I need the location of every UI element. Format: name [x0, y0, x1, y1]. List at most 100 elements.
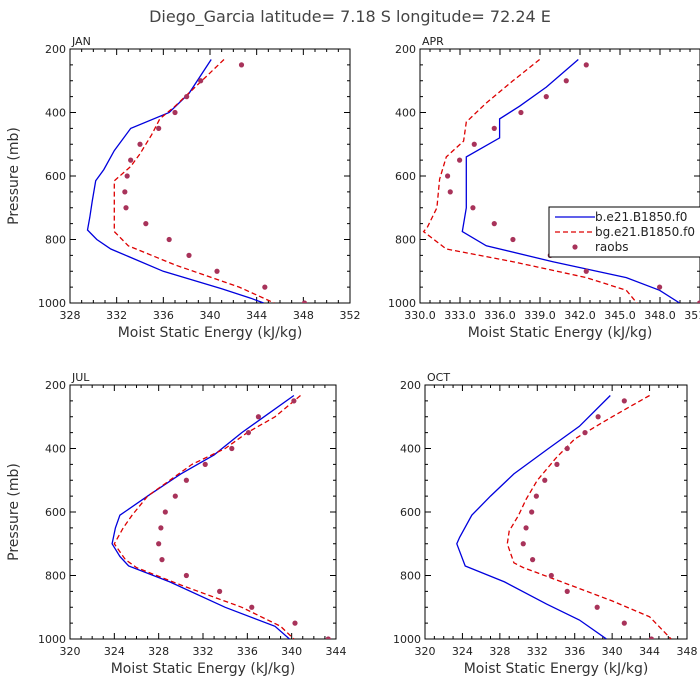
- raobs-point: [657, 284, 663, 290]
- x-tick-label: 328: [489, 645, 510, 658]
- raobs-point: [255, 414, 262, 420]
- panel-title: APR: [422, 35, 444, 48]
- raobs-point: [470, 205, 476, 211]
- plot-frame: [69, 48, 351, 304]
- x-axis-label: Moist Static Energy (kJ/kg): [464, 661, 649, 677]
- panel-title: JAN: [71, 35, 91, 48]
- raobs-point: [594, 604, 600, 610]
- x-tick-label: 348: [293, 309, 314, 322]
- raobs-point: [530, 557, 536, 563]
- raobs-point: [445, 173, 451, 179]
- raobs-point: [137, 141, 143, 147]
- raobs-point: [543, 94, 549, 100]
- y-tick-label: 800: [45, 570, 66, 583]
- x-axis-label: Moist Static Energy (kJ/kg): [118, 325, 303, 341]
- y-axis-label: Pressure (mb): [6, 463, 22, 561]
- legend-label: raobs: [595, 240, 629, 254]
- x-tick-label: 348.0: [644, 309, 676, 322]
- raobs-point: [123, 205, 129, 211]
- raobs-point: [563, 78, 569, 84]
- legend-marker-raobs: [572, 244, 578, 250]
- raobs-point: [529, 509, 535, 515]
- legend-label: b.e21.B1850.f0: [595, 210, 687, 224]
- x-axis-label: Moist Static Energy (kJ/kg): [468, 325, 653, 341]
- raobs-point: [172, 493, 178, 499]
- y-tick-label: 400: [395, 107, 416, 120]
- raobs-point: [162, 509, 168, 515]
- raobs-point: [128, 157, 134, 163]
- x-tick-label: 324: [452, 645, 473, 658]
- raobs-point: [186, 252, 192, 258]
- raobs-point: [548, 572, 554, 579]
- raobs-point: [262, 284, 268, 290]
- raobs-point: [143, 221, 149, 227]
- model-line-bg: [422, 58, 638, 303]
- x-tick-label: 336: [564, 645, 585, 658]
- raobs-point: [564, 588, 570, 594]
- x-tick-label: 336: [153, 309, 174, 322]
- y-tick-label: 200: [400, 379, 421, 392]
- model-line-bg: [506, 394, 672, 639]
- data-area: [456, 394, 672, 639]
- model-line-b: [111, 394, 295, 639]
- y-tick-label: 1000: [38, 633, 66, 646]
- y-tick-label: 1000: [393, 633, 421, 646]
- raobs-point: [183, 477, 189, 483]
- y-tick-label: 800: [45, 234, 66, 247]
- data-area: [111, 394, 331, 639]
- raobs-point: [447, 189, 453, 195]
- raobs-point: [583, 268, 589, 274]
- y-tick-label: 1000: [38, 297, 66, 310]
- y-tick-label: 800: [395, 234, 416, 247]
- plot-frame: [69, 384, 337, 640]
- raobs-point: [533, 493, 539, 499]
- raobs-point: [156, 541, 162, 547]
- model-line-b: [456, 395, 611, 639]
- x-tick-label: 340: [602, 645, 623, 658]
- raobs-point: [564, 445, 570, 452]
- raobs-point: [510, 236, 516, 243]
- raobs-point: [229, 445, 235, 452]
- y-axis-label: Pressure (mb): [6, 127, 22, 225]
- raobs-point: [491, 221, 497, 227]
- y-tick-label: 800: [400, 570, 421, 583]
- model-line-bg: [113, 59, 275, 303]
- x-tick-label: 344: [639, 645, 660, 658]
- x-tick-label: 344: [326, 645, 347, 658]
- raobs-point: [156, 125, 162, 131]
- x-tick-label: 320: [60, 645, 81, 658]
- x-tick-label: 333.0: [444, 309, 476, 322]
- raobs-point: [159, 557, 165, 563]
- raobs-point: [491, 125, 497, 131]
- x-tick-label: 332: [106, 309, 127, 322]
- raobs-point: [583, 62, 589, 68]
- y-tick-label: 600: [400, 506, 421, 519]
- raobs-point: [198, 78, 204, 84]
- raobs-point: [184, 94, 190, 100]
- raobs-point: [554, 461, 560, 467]
- raobs-point: [214, 268, 220, 274]
- model-line-bg: [113, 395, 301, 639]
- raobs-point: [595, 414, 601, 420]
- y-tick-label: 600: [45, 506, 66, 519]
- raobs-point: [183, 572, 189, 579]
- panels: JAN 328 332 336 340 344 348 352 200 400 600 800 1000…: [6, 35, 700, 677]
- raobs-point: [301, 300, 308, 303]
- raobs-point: [166, 236, 172, 243]
- y-tick-label: 1000: [388, 297, 416, 310]
- raobs-point: [621, 398, 627, 404]
- raobs-point: [697, 300, 700, 303]
- y-tick-label: 200: [45, 43, 66, 56]
- y-tick-label: 400: [400, 443, 421, 456]
- figure-title: Diego_Garcia latitude= 7.18 S longitude=…: [149, 7, 551, 27]
- y-tick-label: 400: [45, 443, 66, 456]
- raobs-point: [122, 189, 128, 195]
- raobs-point: [249, 604, 255, 610]
- y-tick-label: 600: [45, 170, 66, 183]
- x-axis-label: Moist Static Energy (kJ/kg): [111, 661, 296, 677]
- y-tick-label: 400: [45, 107, 66, 120]
- raobs-point: [325, 636, 331, 639]
- x-tick-label: 336.0: [484, 309, 516, 322]
